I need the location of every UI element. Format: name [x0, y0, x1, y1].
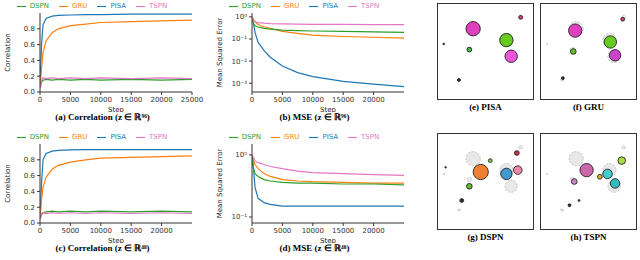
html-text:DSPN: DSPN: [241, 133, 261, 142]
svg-text:0.8: 0.8: [24, 25, 35, 33]
html-text:(h) TSPN: (h) TSPN: [570, 232, 607, 242]
svg-text:0: 0: [250, 96, 254, 104]
svg-text:Correlation: Correlation: [8, 33, 12, 72]
svg-text:10000: 10000: [302, 96, 324, 104]
html-text:DSPN: DSPN: [29, 2, 49, 11]
svg-text:Step: Step: [320, 106, 336, 112]
svg-text:0: 0: [38, 227, 42, 235]
svg-text:Step: Step: [320, 237, 336, 243]
html-text:(f) GRU: (f) GRU: [572, 102, 605, 112]
html-text:PISA: PISA: [110, 133, 127, 142]
svg-text:0.2: 0.2: [24, 73, 35, 81]
svg-text:10000: 10000: [90, 227, 112, 235]
svg-text:25000: 25000: [181, 96, 203, 104]
svg-text:0.6: 0.6: [24, 172, 36, 180]
svg-text:0: 0: [250, 227, 254, 235]
html-text:PISA: PISA: [110, 2, 127, 11]
svg-text:0: 0: [38, 96, 42, 104]
svg-text:5000: 5000: [273, 227, 291, 235]
svg-text:Mean Squared Error: Mean Squared Error: [216, 149, 224, 219]
svg-text:10⁰: 10⁰: [235, 151, 247, 159]
svg-text:10000: 10000: [90, 96, 112, 104]
svg-text:10⁻¹: 10⁻¹: [232, 213, 248, 221]
svg-text:0.8: 0.8: [24, 156, 35, 164]
html-text:GRU: GRU: [284, 133, 300, 142]
svg-text:15000: 15000: [120, 227, 142, 235]
svg-text:10000: 10000: [302, 227, 324, 235]
html-text:(d) MSE (z ∈ ℝ⁴⁸): (d) MSE (z ∈ ℝ⁴⁸): [279, 243, 350, 253]
svg-text:Correlation: Correlation: [8, 164, 12, 203]
svg-text:Step: Step: [108, 106, 124, 112]
svg-text:Mean Squared Error: Mean Squared Error: [216, 18, 224, 88]
html-text:DSPN: DSPN: [29, 133, 49, 142]
html-text:(a) Correlation (z ∈ ℝ⁹⁶): (a) Correlation (z ∈ ℝ⁹⁶): [55, 112, 150, 122]
svg-text:15000: 15000: [332, 96, 354, 104]
svg-text:15000: 15000: [332, 227, 354, 235]
html-text:(g) DSPN: (g) DSPN: [467, 232, 504, 242]
svg-text:15000: 15000: [120, 96, 142, 104]
html-text:(c) Correlation (z ∈ ℝ⁴⁸): (c) Correlation (z ∈ ℝ⁴⁸): [55, 243, 150, 253]
svg-text:0.2: 0.2: [24, 204, 35, 212]
html-text:GRU: GRU: [72, 133, 88, 142]
html-text:(e) PISA: (e) PISA: [469, 102, 502, 112]
html-text:GRU: GRU: [284, 2, 300, 11]
svg-text:5000: 5000: [273, 96, 291, 104]
html-text:PISA: PISA: [322, 133, 339, 142]
svg-text:0.0: 0.0: [24, 219, 35, 227]
svg-text:10⁰: 10⁰: [235, 13, 247, 21]
html-text:GRU: GRU: [72, 2, 88, 11]
svg-text:0.4: 0.4: [24, 188, 36, 196]
svg-text:20000: 20000: [150, 227, 172, 235]
svg-text:10⁻¹: 10⁻¹: [232, 35, 248, 43]
svg-text:10⁻³: 10⁻³: [232, 80, 248, 88]
svg-text:10⁻²: 10⁻²: [232, 58, 248, 66]
html-text:TSPN: TSPN: [361, 2, 380, 11]
svg-text:Step: Step: [108, 237, 124, 243]
html-text:DSPN: DSPN: [241, 2, 261, 11]
svg-text:0.0: 0.0: [24, 88, 35, 96]
svg-text:20000: 20000: [362, 96, 384, 104]
svg-text:0.6: 0.6: [24, 41, 36, 49]
svg-text:20000: 20000: [150, 96, 172, 104]
html-text:(b) MSE (z ∈ ℝ⁹⁶): (b) MSE (z ∈ ℝ⁹⁶): [279, 112, 350, 122]
svg-text:20000: 20000: [362, 227, 384, 235]
html-text:TSPN: TSPN: [361, 133, 380, 142]
svg-text:5000: 5000: [61, 227, 79, 235]
svg-text:0.4: 0.4: [24, 57, 36, 65]
html-text:TSPN: TSPN: [149, 2, 168, 11]
html-text:PISA: PISA: [322, 2, 339, 11]
svg-text:5000: 5000: [61, 96, 79, 104]
html-text:TSPN: TSPN: [149, 133, 168, 142]
